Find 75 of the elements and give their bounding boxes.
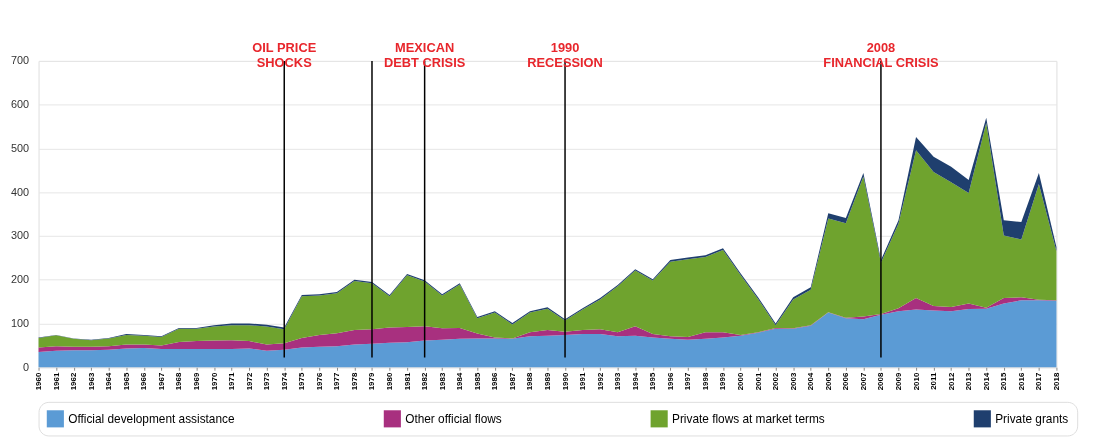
x-tick-label: 1963 (86, 372, 96, 391)
x-tick-label: 1982 (420, 372, 430, 391)
x-tick-label: 2014 (981, 372, 991, 391)
x-tick-label: 1998 (700, 372, 710, 391)
x-tick-label: 1991 (578, 372, 588, 391)
x-tick-label: 1960 (34, 372, 44, 391)
x-tick-label: 2015 (999, 372, 1009, 391)
x-tick-label: 2011 (929, 372, 939, 390)
x-tick-label: 1979 (367, 372, 377, 391)
x-tick-label: 1974 (279, 372, 289, 391)
x-tick-label: 1995 (648, 372, 658, 391)
x-tick-label: 1964 (104, 372, 114, 391)
y-tick-label: 400 (11, 185, 30, 198)
x-tick-label: 1962 (69, 372, 79, 391)
x-tick-label: 2006 (841, 372, 851, 391)
legend-label: Other official flows (405, 411, 502, 426)
x-tick-label: 1973 (262, 372, 272, 391)
x-tick-label: 2018 (1051, 372, 1061, 391)
legend-label: Private grants (995, 411, 1069, 426)
y-tick-label: 0 (23, 360, 30, 373)
x-tick-label: 1999 (718, 372, 728, 391)
x-tick-label: 2004 (806, 372, 816, 391)
x-tick-label: 1996 (665, 372, 675, 391)
x-tick-label: 1975 (297, 372, 307, 391)
x-tick-label: 1990 (560, 372, 570, 391)
x-tick-label: 1989 (542, 372, 552, 391)
x-tick-label: 1992 (595, 372, 605, 391)
x-tick-label: 1983 (437, 372, 447, 391)
y-tick-label: 200 (11, 273, 30, 286)
y-tick-label: 700 (11, 54, 30, 67)
x-tick-label: 1971 (227, 372, 237, 391)
x-tick-label: 1987 (507, 372, 517, 391)
x-tick-label: 1984 (455, 372, 465, 391)
y-tick-label: 600 (11, 98, 30, 111)
x-tick-label: 1969 (191, 372, 201, 391)
x-tick-label: 1986 (490, 372, 500, 391)
ref-line-label: OIL PRICE SHOCKS (252, 40, 317, 70)
legend-label: Private flows at market terms (672, 411, 825, 426)
x-tick-label: 1988 (525, 372, 535, 391)
x-tick-label: 1965 (121, 372, 131, 391)
x-tick-label: 1961 (51, 372, 61, 391)
x-tick-label: 1976 (314, 372, 324, 391)
x-tick-label: 1981 (402, 372, 412, 391)
x-tick-label: 2008 (876, 372, 886, 391)
x-tick-label: 2002 (771, 372, 781, 391)
ref-line-label: 2008 FINANCIAL CRISIS (823, 40, 939, 70)
x-tick-label: 2009 (893, 372, 903, 391)
x-tick-label: 2017 (1034, 372, 1044, 391)
x-tick-label: 2016 (1016, 372, 1026, 391)
x-tick-label: 1967 (156, 372, 166, 391)
y-tick-label: 300 (11, 229, 30, 242)
ref-line-label: 1990 RECESSION (527, 40, 603, 70)
x-tick-label: 1994 (630, 372, 640, 391)
x-tick-label: 2003 (788, 372, 798, 391)
x-tick-label: 2010 (911, 372, 921, 391)
x-tick-label: 2001 (753, 372, 763, 391)
legend-label: Official development assistance (68, 411, 235, 426)
x-tick-label: 1978 (349, 372, 359, 391)
x-tick-label: 1970 (209, 372, 219, 391)
x-tick-label: 1977 (332, 372, 342, 391)
x-tick-label: 1980 (385, 372, 395, 391)
x-tick-label: 1997 (683, 372, 693, 391)
ref-line-label: MEXICAN DEBT CRISIS (384, 40, 466, 70)
x-tick-label: 1993 (613, 372, 623, 391)
x-tick-label: 2012 (946, 372, 956, 391)
x-tick-label: 1972 (244, 372, 254, 391)
x-tick-label: 1966 (139, 372, 149, 391)
y-tick-label: 500 (11, 141, 30, 154)
x-tick-label: 2007 (858, 372, 868, 391)
y-tick-label: 100 (11, 316, 30, 329)
x-tick-label: 2013 (964, 372, 974, 391)
x-tick-label: 1985 (472, 372, 482, 391)
x-tick-label: 1968 (174, 372, 184, 391)
x-tick-label: 2005 (823, 372, 833, 391)
x-tick-label: 2000 (736, 372, 746, 391)
